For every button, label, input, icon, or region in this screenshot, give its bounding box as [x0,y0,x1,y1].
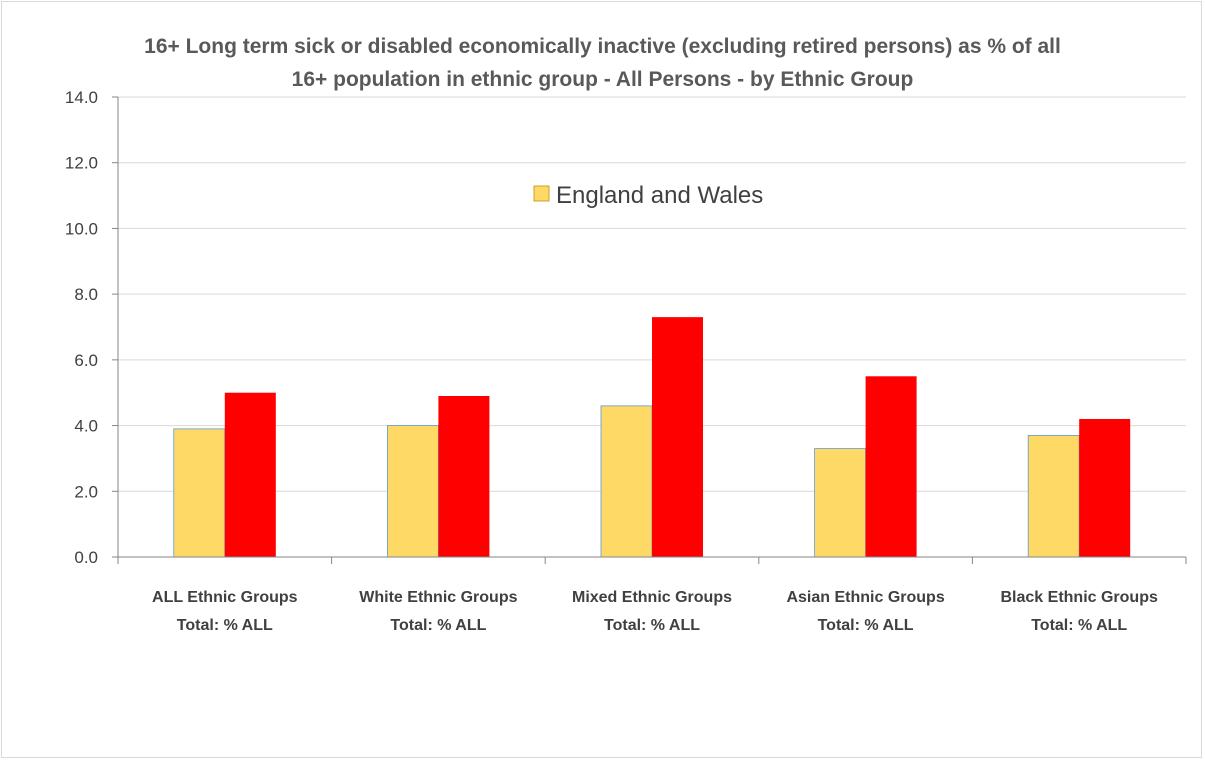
x-category-label: Mixed Ethnic Groups [572,589,732,606]
bar-series-2-3 [865,376,917,557]
bar-series-2-2 [652,317,703,557]
legend-label-england-and-wales: England and Wales [556,182,763,209]
x-category-label: ALL Ethnic Groups [152,589,298,606]
chart-title-line-1: 16+ Long term sick or disabled economica… [144,35,1061,58]
legend: England and Wales [533,182,763,209]
x-axis-categories: ALL Ethnic Groups Total: % ALL White Ethni… [152,589,1158,634]
chart-title-line-2: 16+ population in ethnic group - All Per… [291,68,914,91]
y-tick-label: 12.0 [65,154,98,173]
bar-series-2-0 [224,392,276,557]
y-tick-label: 0.0 [74,548,98,567]
y-tick-label: 6.0 [74,351,98,370]
x-category-label: White Ethnic Groups [359,589,517,606]
legend-swatch-england-and-wales [533,185,550,202]
bar-series-2-1 [438,396,490,557]
chart-title: 16+ Long term sick or disabled economica… [0,30,1205,96]
y-tick-label: 10.0 [65,219,98,238]
x-category-label: Asian Ethnic Groups [786,589,944,606]
bar-england-and-wales-1 [386,425,439,558]
y-tick-label: 2.0 [74,482,98,501]
y-axis-ticks: 0.0 2.0 4.0 6.0 8.0 10.0 12.0 14.0 [65,88,118,567]
bar-england-and-wales-2 [600,405,653,558]
x-category-label: Total: % ALL [1031,617,1127,634]
x-category-label: Total: % ALL [604,617,700,634]
axes [117,97,1187,564]
y-tick-label: 14.0 [65,88,98,107]
bar-england-and-wales-3 [814,448,866,558]
bar-england-and-wales-0 [173,428,226,558]
x-category-label: Total: % ALL [818,617,914,634]
x-category-label: Total: % ALL [177,617,273,634]
bars [173,317,1131,558]
x-category-label: Black Ethnic Groups [1001,589,1158,606]
y-tick-label: 4.0 [74,417,98,436]
bar-series-2-4 [1079,419,1131,557]
bar-england-and-wales-4 [1027,435,1080,558]
x-category-label: Total: % ALL [390,617,486,634]
y-tick-label: 8.0 [74,285,98,304]
